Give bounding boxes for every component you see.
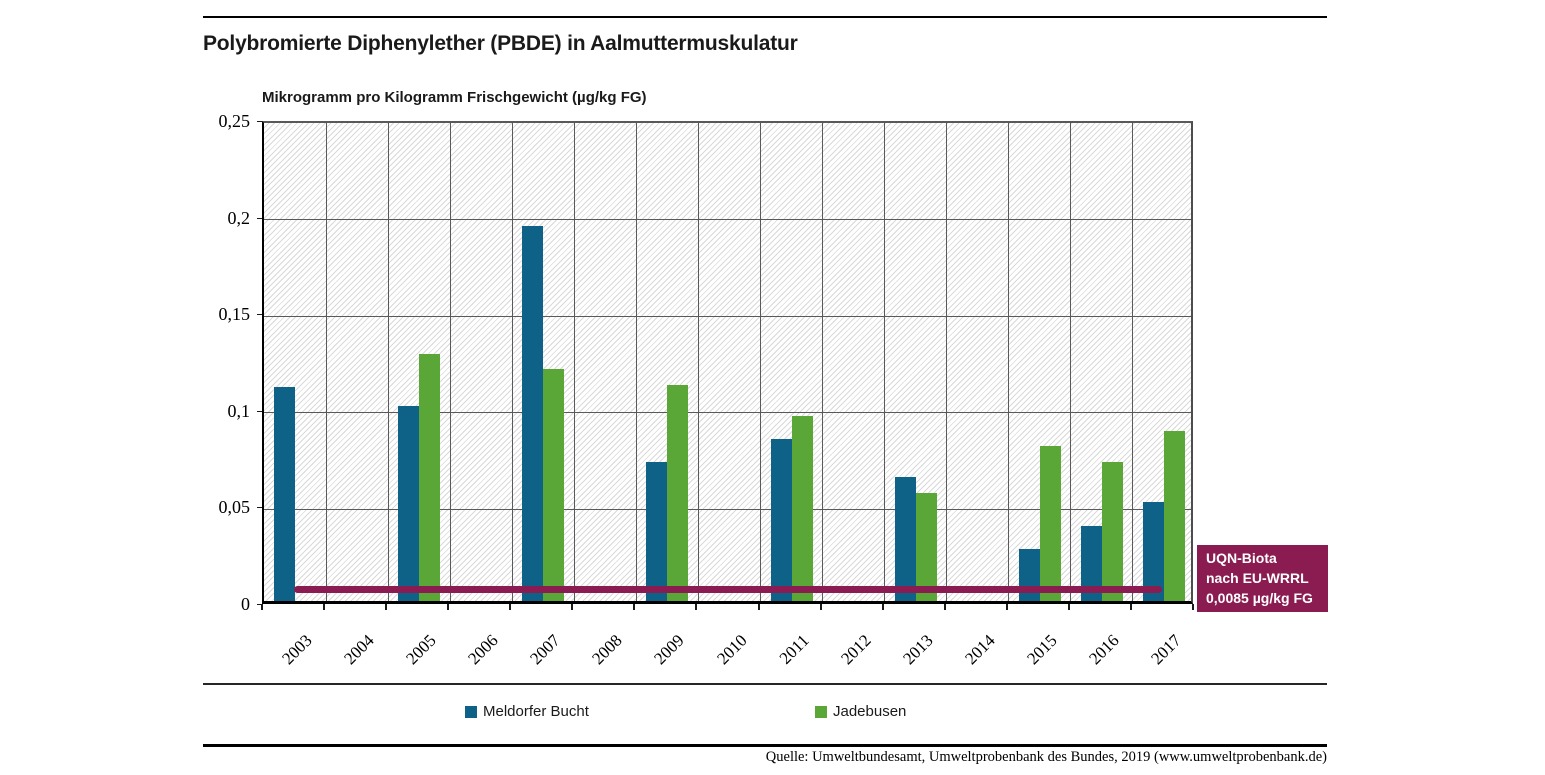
- y-axis-tick: [257, 217, 262, 219]
- x-axis-label-2015: 2015: [1023, 630, 1061, 669]
- uqn-annotation-line: 0,0085 µg/kg FG: [1206, 590, 1313, 606]
- x-axis-tick: [757, 604, 760, 610]
- x-axis-tick: [385, 604, 388, 610]
- gridline-vertical: [635, 123, 637, 601]
- bar-jadebusen-2007: [543, 369, 565, 601]
- legend-label-jadebusen: Jadebusen: [833, 703, 907, 720]
- x-axis-tick: [1005, 604, 1008, 610]
- legend-label-meldorfer-bucht: Meldorfer Bucht: [483, 703, 589, 720]
- gridline-vertical: [325, 123, 327, 601]
- y-axis-tick-label: 0: [241, 594, 250, 614]
- gridline-vertical: [822, 123, 824, 601]
- y-axis-tick: [257, 507, 262, 509]
- uqn-annotation-line: UQN-Biota: [1206, 550, 1277, 566]
- x-axis-label-2012: 2012: [836, 630, 875, 669]
- x-axis-label-2008: 2008: [588, 630, 627, 669]
- top-divider: [203, 16, 1327, 18]
- legend-swatch-meldorfer-bucht: [465, 705, 477, 718]
- bar-jadebusen-2017: [1163, 430, 1185, 601]
- legend-item-jadebusen: Jadebusen: [815, 703, 906, 720]
- x-axis-tick: [571, 604, 574, 610]
- x-axis-label-2011: 2011: [775, 630, 813, 668]
- legend-swatch-jadebusen: [815, 705, 827, 718]
- bar-meldorfer-bucht-2017: [1142, 502, 1164, 601]
- gridline-vertical: [387, 123, 389, 601]
- uqn-reference-line: [294, 586, 1162, 594]
- source-attribution: Quelle: Umweltbundesamt, Umweltprobenban…: [765, 749, 1327, 765]
- gridline-vertical: [697, 123, 699, 601]
- uqn-biota-annotation: UQN-Biota nach EU-WRRL 0,0085 µg/kg FG: [1197, 545, 1328, 612]
- x-axis-label-2016: 2016: [1085, 630, 1123, 669]
- bar-meldorfer-bucht-2011: [770, 438, 792, 601]
- gridline-vertical: [573, 123, 575, 601]
- bar-meldorfer-bucht-2015: [1018, 548, 1040, 601]
- x-axis-tick: [695, 604, 698, 610]
- x-axis-label-2017: 2017: [1147, 630, 1185, 669]
- plot-area: [262, 121, 1193, 604]
- uqn-annotation-line: nach EU-WRRL: [1206, 570, 1309, 586]
- x-axis-tick: [1192, 604, 1194, 610]
- x-axis-tick: [323, 604, 326, 610]
- bar-jadebusen-2005: [419, 353, 441, 601]
- x-axis-label-2003: 2003: [278, 630, 316, 669]
- y-axis-tick-label: 0,15: [218, 304, 251, 325]
- x-axis-label-2005: 2005: [402, 630, 440, 669]
- bar-meldorfer-bucht-2009: [646, 461, 668, 601]
- y-axis-tick-label: 0,25: [218, 111, 251, 131]
- gridline-vertical: [946, 123, 948, 601]
- gridline-horizontal: [264, 508, 1191, 510]
- gridline-vertical: [884, 123, 886, 601]
- x-axis-tick: [943, 604, 946, 610]
- x-axis-label-2010: 2010: [712, 630, 751, 669]
- y-axis-tick-label: 0,2: [227, 207, 251, 228]
- x-axis-tick: [1129, 604, 1132, 610]
- gridline-vertical: [1008, 123, 1010, 601]
- y-axis-tick: [257, 314, 262, 316]
- y-axis-unit-label: Mikrogramm pro Kilogramm Frischgewicht (…: [262, 89, 647, 106]
- bar-jadebusen-2009: [667, 384, 689, 601]
- bar-jadebusen-2011: [791, 415, 813, 601]
- bar-jadebusen-2016: [1101, 461, 1123, 601]
- x-axis-tick: [1067, 604, 1070, 610]
- bar-jadebusen-2015: [1039, 446, 1061, 601]
- gridline-vertical: [1070, 123, 1072, 601]
- bar-meldorfer-bucht-2003: [274, 386, 296, 601]
- bar-meldorfer-bucht-2013: [894, 477, 916, 601]
- bar-meldorfer-bucht-2005: [398, 405, 420, 601]
- y-axis-tick: [257, 121, 262, 122]
- x-axis-tick: [261, 604, 263, 610]
- y-axis-tick: [257, 604, 262, 605]
- gridline-vertical: [1132, 123, 1134, 601]
- gridline-vertical: [449, 123, 451, 601]
- page-title: Polybromierte Diphenylether (PBDE) in Aa…: [203, 32, 798, 55]
- x-axis-label-2004: 2004: [340, 630, 378, 669]
- bar-jadebusen-2013: [915, 492, 937, 601]
- x-axis-label-2014: 2014: [961, 630, 999, 669]
- x-axis-tick: [509, 604, 512, 610]
- x-axis-tick: [819, 604, 822, 610]
- y-axis-tick: [257, 410, 262, 412]
- footer-divider: [203, 744, 1327, 747]
- x-axis-tick: [633, 604, 636, 610]
- gridline-horizontal: [264, 412, 1191, 414]
- gridline-vertical: [511, 123, 513, 601]
- legend-top-divider: [203, 683, 1327, 685]
- x-axis-label-2007: 2007: [526, 630, 565, 669]
- gridline-vertical: [760, 123, 762, 601]
- bar-meldorfer-bucht-2007: [522, 226, 544, 601]
- x-axis-label-2013: 2013: [898, 630, 937, 669]
- x-axis-tick: [881, 604, 884, 610]
- gridline-horizontal: [264, 219, 1191, 221]
- x-axis-label-2006: 2006: [464, 630, 502, 669]
- gridline-horizontal: [264, 315, 1191, 317]
- legend-item-meldorfer-bucht: Meldorfer Bucht: [465, 703, 589, 720]
- y-axis-tick-label: 0,05: [218, 497, 251, 518]
- x-axis-label-2009: 2009: [650, 630, 689, 669]
- bar-meldorfer-bucht-2016: [1080, 525, 1102, 601]
- x-axis-tick: [447, 604, 450, 610]
- y-axis-tick-label: 0,1: [227, 400, 251, 421]
